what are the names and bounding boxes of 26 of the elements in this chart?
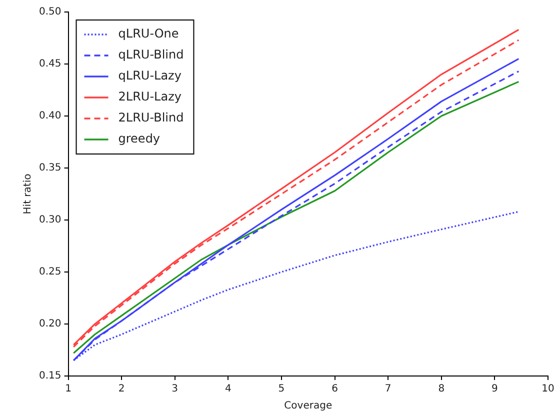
x-axis-title: Coverage bbox=[284, 400, 332, 412]
y-tick-label: 0.30 bbox=[39, 214, 62, 226]
y-tick-label: 0.20 bbox=[39, 318, 62, 330]
x-tick-label: 10 bbox=[542, 384, 554, 395]
y-tick-label: 0.25 bbox=[39, 266, 62, 278]
x-tick-label: 3 bbox=[172, 384, 178, 395]
x-tick-label: 8 bbox=[438, 384, 445, 395]
legend-label: qLRU-Lazy bbox=[118, 68, 182, 83]
legend-label: greedy bbox=[118, 132, 160, 146]
y-tick-label: 0.40 bbox=[39, 110, 62, 122]
x-tick-label: 4 bbox=[224, 384, 232, 395]
legend-label: 2LRU-Lazy bbox=[118, 90, 182, 104]
x-tick-label: 9 bbox=[492, 384, 498, 395]
x-tick-label: 1 bbox=[65, 384, 72, 395]
y-tick-label: 0.50 bbox=[39, 6, 62, 18]
x-tick-label: 5 bbox=[278, 384, 285, 395]
legend-label: qLRU-One bbox=[118, 26, 179, 41]
x-tick-label: 2 bbox=[118, 384, 125, 395]
x-tick-label: 6 bbox=[332, 384, 338, 395]
y-tick-label: 0.15 bbox=[39, 370, 62, 382]
legend-label: 2LRU-Blind bbox=[118, 110, 184, 125]
legend-label: qLRU-Blind bbox=[118, 48, 184, 62]
x-tick-label: 7 bbox=[384, 384, 392, 395]
y-axis-title: Hit ratio bbox=[22, 174, 34, 214]
y-tick-label: 0.35 bbox=[39, 162, 62, 174]
y-tick-label: 0.45 bbox=[39, 58, 62, 70]
